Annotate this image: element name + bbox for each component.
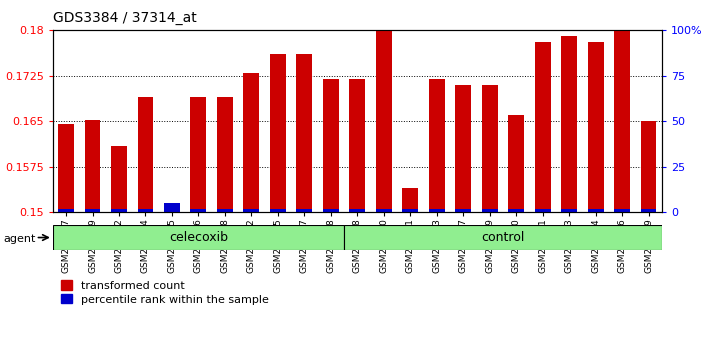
Bar (455, 209, 471, 212)
Bar (296, 55, 313, 212)
Bar (191, 209, 206, 212)
Text: GDS3384 / 37314_at: GDS3384 / 37314_at (53, 11, 196, 25)
Bar (508, 209, 524, 212)
Text: control: control (482, 231, 524, 244)
Bar (191, 97, 206, 212)
Bar (323, 79, 339, 212)
Bar (402, 188, 418, 212)
Bar (588, 42, 603, 212)
Bar (58, 124, 74, 212)
Bar (614, 209, 630, 212)
Text: agent: agent (4, 234, 36, 244)
Bar (588, 209, 603, 212)
Bar (84, 209, 101, 212)
Bar (561, 36, 577, 212)
Bar (270, 209, 286, 212)
Bar (323, 209, 339, 212)
Bar (137, 97, 153, 212)
Bar (455, 85, 471, 212)
Bar (164, 203, 180, 212)
Bar (217, 97, 233, 212)
Bar (111, 145, 127, 212)
Bar (244, 209, 259, 212)
Bar (244, 73, 259, 212)
Bar (376, 0, 391, 212)
Bar (349, 79, 365, 212)
Legend: transformed count, percentile rank within the sample: transformed count, percentile rank withi… (58, 278, 270, 307)
Bar (296, 209, 313, 212)
Bar (429, 209, 445, 212)
Bar (534, 42, 551, 212)
Bar (349, 209, 365, 212)
Bar (58, 209, 74, 212)
Bar (137, 209, 153, 212)
Bar (641, 121, 656, 212)
Bar (217, 209, 233, 212)
Bar (111, 209, 127, 212)
Bar (376, 209, 391, 212)
Bar (402, 209, 418, 212)
Bar (641, 209, 656, 212)
Bar (164, 211, 180, 212)
Text: celecoxib: celecoxib (169, 231, 228, 244)
Bar (482, 209, 498, 212)
Bar (53, 225, 344, 250)
Bar (344, 225, 662, 250)
Bar (614, 0, 630, 212)
Bar (429, 79, 445, 212)
Bar (561, 209, 577, 212)
Bar (84, 120, 101, 212)
Bar (270, 55, 286, 212)
Bar (508, 115, 524, 212)
Bar (482, 85, 498, 212)
Bar (534, 209, 551, 212)
